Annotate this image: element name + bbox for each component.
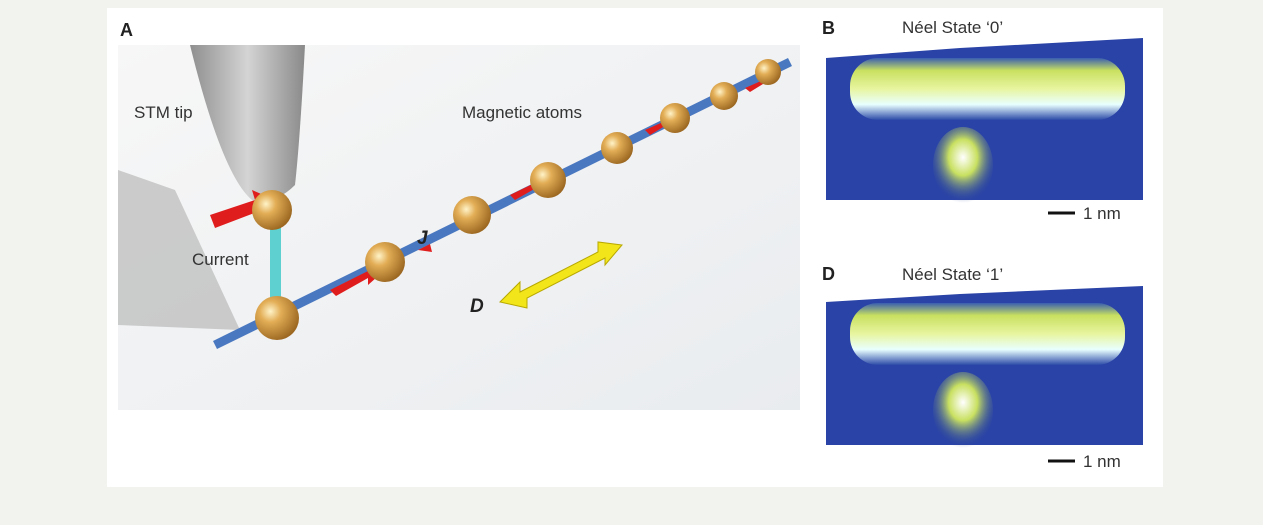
panel-label: A (120, 20, 133, 40)
annotation: Current (192, 250, 249, 269)
atom (252, 190, 292, 230)
current-beam (270, 225, 281, 300)
annotation: J (417, 228, 428, 249)
atom (365, 242, 405, 282)
stm-image (826, 286, 1143, 448)
atom (453, 196, 491, 234)
scale-label: 1 nm (1083, 452, 1121, 471)
figure: A STM tip Magnetic atoms Current J D B N… (0, 0, 1263, 525)
panel-label: B (822, 18, 835, 38)
page: A STM tip Magnetic atoms Current J D B N… (0, 0, 1263, 525)
atom (255, 296, 299, 340)
atom (601, 132, 633, 164)
panel-title: Néel State ‘1’ (902, 265, 1003, 284)
panel-label: D (822, 264, 835, 284)
panel-title: Néel State ‘0’ (902, 18, 1003, 37)
annotation: D (470, 296, 484, 317)
atom (710, 82, 738, 110)
scale-label: 1 nm (1083, 204, 1121, 223)
atom (530, 162, 566, 198)
atom (755, 59, 781, 85)
atom (660, 103, 690, 133)
stm-image (826, 38, 1143, 203)
annotation: STM tip (134, 103, 193, 122)
annotation: Magnetic atoms (462, 103, 582, 122)
